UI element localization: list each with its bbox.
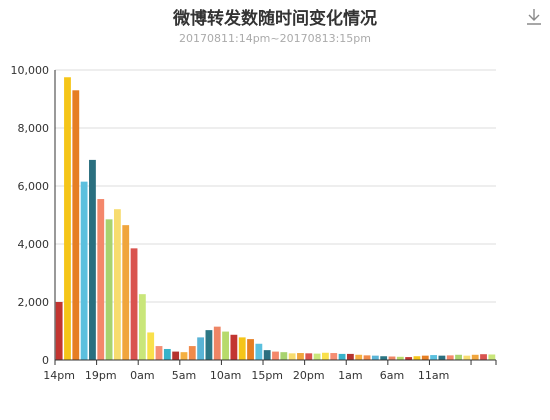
y-tick-label: 6,000 [18,180,50,193]
download-icon[interactable] [526,8,542,26]
x-tick-label: 6am [380,369,404,382]
bar [180,352,188,360]
bar [272,351,279,360]
bar [138,294,146,360]
bar [413,356,421,360]
bar [463,355,471,360]
bar [172,351,180,360]
bar [80,181,88,360]
bar [338,353,346,360]
bar [380,356,388,360]
bar [163,348,171,360]
y-tick-label: 2,000 [18,296,50,309]
bar [388,356,396,360]
x-tick-label: 14pm [43,369,75,382]
bar [330,353,338,360]
bar [238,337,246,360]
bar [438,355,446,360]
bar [188,346,196,360]
bar [230,334,238,360]
bar [147,332,155,360]
bar [155,346,163,360]
bar [113,209,121,360]
bar [396,356,404,360]
bar [255,343,263,360]
chart-title: 微博转发数随时间变化情况 [173,9,377,29]
bar [247,339,254,360]
x-tick-label: 19pm [85,369,117,382]
bar [488,354,496,360]
bar [405,357,413,360]
bar [263,350,271,360]
bar [421,355,429,360]
bar [371,355,379,360]
x-tick-label: 10am [210,369,241,382]
bar [97,199,105,360]
bar [213,326,221,360]
bar [305,353,313,360]
x-tick-label: 0am [130,369,154,382]
bar [313,353,321,360]
bar [197,337,205,360]
bar [122,225,130,360]
bar [346,353,354,360]
x-tick-label: 15pm [251,369,283,382]
y-tick-label: 4,000 [18,238,50,251]
y-tick-label: 0 [42,354,49,367]
x-tick-label: 20pm [293,369,325,382]
chart-subtitle: 20170811:14pm~20170813:15pm [179,32,371,45]
bar [297,353,304,360]
bar [222,331,229,360]
bar [55,302,63,360]
bar [322,352,329,360]
x-tick-label: 5am [172,369,196,382]
bar [355,354,363,360]
y-tick-label: 8,000 [18,122,50,135]
bar [89,159,96,360]
bar [480,354,487,360]
bar [205,330,213,360]
bar [446,355,454,360]
x-tick-label: 11am [418,369,449,382]
bar [130,248,138,360]
y-tick-label: 10,000 [11,64,50,77]
bar [72,90,80,361]
bar [105,219,113,360]
bar [455,354,462,360]
bar [363,355,371,360]
x-tick-label: 1am [338,369,362,382]
bar [64,77,71,360]
bar [430,355,437,360]
bar [471,354,479,360]
bar [280,352,288,360]
bar [288,353,296,360]
